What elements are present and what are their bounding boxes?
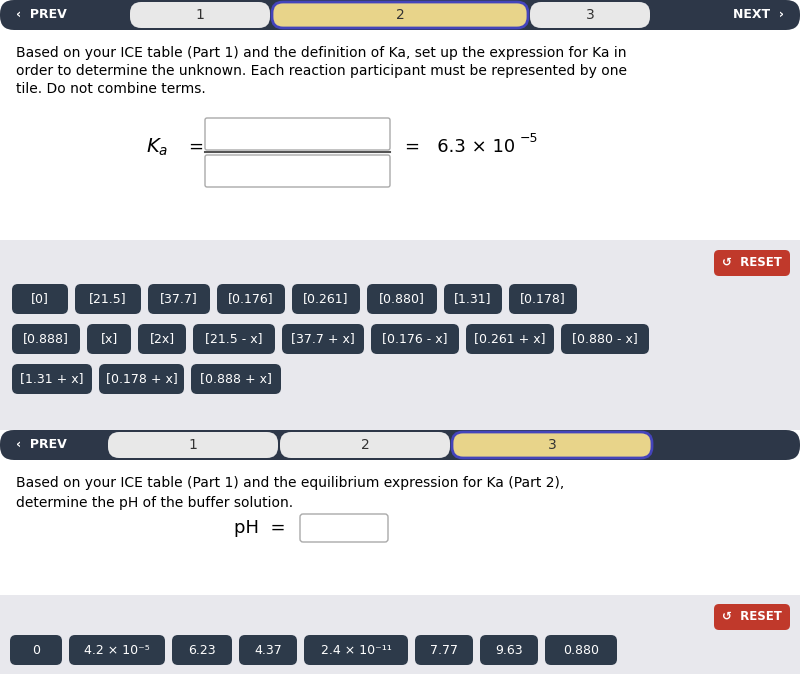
FancyBboxPatch shape	[205, 118, 390, 150]
FancyBboxPatch shape	[148, 284, 210, 314]
FancyBboxPatch shape	[130, 2, 270, 28]
Text: 1: 1	[189, 438, 198, 452]
FancyBboxPatch shape	[191, 364, 281, 394]
Text: 6.23: 6.23	[188, 644, 216, 656]
FancyBboxPatch shape	[561, 324, 649, 354]
Text: order to determine the unknown. Each reaction participant must be represented by: order to determine the unknown. Each rea…	[16, 64, 627, 78]
FancyBboxPatch shape	[367, 284, 437, 314]
FancyBboxPatch shape	[415, 635, 473, 665]
FancyBboxPatch shape	[530, 2, 650, 28]
Text: 2: 2	[361, 438, 370, 452]
Bar	[0, 0, 800, 240]
FancyBboxPatch shape	[10, 635, 62, 665]
Text: ↺  RESET: ↺ RESET	[722, 611, 782, 623]
FancyBboxPatch shape	[466, 324, 554, 354]
Bar	[0, 460, 800, 595]
FancyBboxPatch shape	[280, 432, 450, 458]
Text: 9.63: 9.63	[495, 644, 523, 656]
FancyBboxPatch shape	[138, 324, 186, 354]
Text: 3: 3	[586, 8, 594, 22]
FancyBboxPatch shape	[69, 635, 165, 665]
FancyBboxPatch shape	[272, 2, 528, 28]
FancyBboxPatch shape	[371, 324, 459, 354]
Text: Based on your ICE table (Part 1) and the definition of Ka, set up the expression: Based on your ICE table (Part 1) and the…	[16, 46, 626, 60]
Text: 7.77: 7.77	[430, 644, 458, 656]
Text: [0.888 + x]: [0.888 + x]	[200, 373, 272, 386]
Text: [21.5]: [21.5]	[89, 293, 127, 305]
Text: NEXT  ›: NEXT ›	[733, 9, 784, 22]
Text: 2: 2	[396, 8, 404, 22]
Text: [0.261]: [0.261]	[303, 293, 349, 305]
FancyBboxPatch shape	[282, 324, 364, 354]
FancyBboxPatch shape	[217, 284, 285, 314]
FancyBboxPatch shape	[714, 604, 790, 630]
Text: 3: 3	[548, 438, 556, 452]
FancyBboxPatch shape	[108, 432, 278, 458]
FancyBboxPatch shape	[480, 635, 538, 665]
Text: [1.31]: [1.31]	[454, 293, 492, 305]
Text: 0: 0	[32, 644, 40, 656]
Text: =   6.3 × 10: = 6.3 × 10	[405, 138, 515, 156]
Text: ↺  RESET: ↺ RESET	[722, 257, 782, 270]
FancyBboxPatch shape	[444, 284, 502, 314]
Text: ‹  PREV: ‹ PREV	[16, 9, 66, 22]
FancyBboxPatch shape	[0, 430, 800, 460]
Text: [2x]: [2x]	[150, 332, 174, 346]
FancyBboxPatch shape	[75, 284, 141, 314]
FancyBboxPatch shape	[12, 364, 92, 394]
Text: 1: 1	[195, 8, 205, 22]
FancyBboxPatch shape	[545, 635, 617, 665]
FancyBboxPatch shape	[87, 324, 131, 354]
Text: −5: −5	[520, 131, 538, 144]
Text: [37.7]: [37.7]	[160, 293, 198, 305]
Bar	[0, 240, 800, 430]
Text: [x]: [x]	[100, 332, 118, 346]
Text: 2.4 × 10⁻¹¹: 2.4 × 10⁻¹¹	[321, 644, 391, 656]
Text: =: =	[188, 138, 203, 156]
Text: [0.261 + x]: [0.261 + x]	[474, 332, 546, 346]
Text: Based on your ICE table (Part 1) and the equilibrium expression for Ka (Part 2),: Based on your ICE table (Part 1) and the…	[16, 476, 564, 490]
FancyBboxPatch shape	[12, 284, 68, 314]
Text: $K_a$: $K_a$	[146, 136, 168, 158]
Text: [0.178]: [0.178]	[520, 293, 566, 305]
FancyBboxPatch shape	[300, 514, 388, 542]
FancyBboxPatch shape	[99, 364, 184, 394]
Text: tile. Do not combine terms.: tile. Do not combine terms.	[16, 82, 206, 96]
FancyBboxPatch shape	[0, 0, 800, 30]
Text: pH  =: pH =	[234, 519, 285, 537]
Text: 4.2 × 10⁻⁵: 4.2 × 10⁻⁵	[84, 644, 150, 656]
Text: 4.37: 4.37	[254, 644, 282, 656]
Text: [0.888]: [0.888]	[23, 332, 69, 346]
FancyBboxPatch shape	[172, 635, 232, 665]
FancyBboxPatch shape	[714, 250, 790, 276]
FancyBboxPatch shape	[239, 635, 297, 665]
Text: [37.7 + x]: [37.7 + x]	[291, 332, 355, 346]
Text: [1.31 + x]: [1.31 + x]	[20, 373, 84, 386]
Text: [0.176 - x]: [0.176 - x]	[382, 332, 448, 346]
Text: [0.178 + x]: [0.178 + x]	[106, 373, 178, 386]
FancyBboxPatch shape	[452, 432, 652, 458]
Text: [0.880]: [0.880]	[379, 293, 425, 305]
FancyBboxPatch shape	[12, 324, 80, 354]
FancyBboxPatch shape	[509, 284, 577, 314]
Text: determine the pH of the buffer solution.: determine the pH of the buffer solution.	[16, 496, 293, 510]
Bar	[0, 595, 800, 674]
FancyBboxPatch shape	[205, 155, 390, 187]
Text: 0.880: 0.880	[563, 644, 599, 656]
FancyBboxPatch shape	[292, 284, 360, 314]
FancyBboxPatch shape	[304, 635, 408, 665]
Text: [0.176]: [0.176]	[228, 293, 274, 305]
Text: [0]: [0]	[31, 293, 49, 305]
Text: [21.5 - x]: [21.5 - x]	[206, 332, 262, 346]
FancyBboxPatch shape	[193, 324, 275, 354]
Text: [0.880 - x]: [0.880 - x]	[572, 332, 638, 346]
Text: ‹  PREV: ‹ PREV	[16, 439, 66, 452]
